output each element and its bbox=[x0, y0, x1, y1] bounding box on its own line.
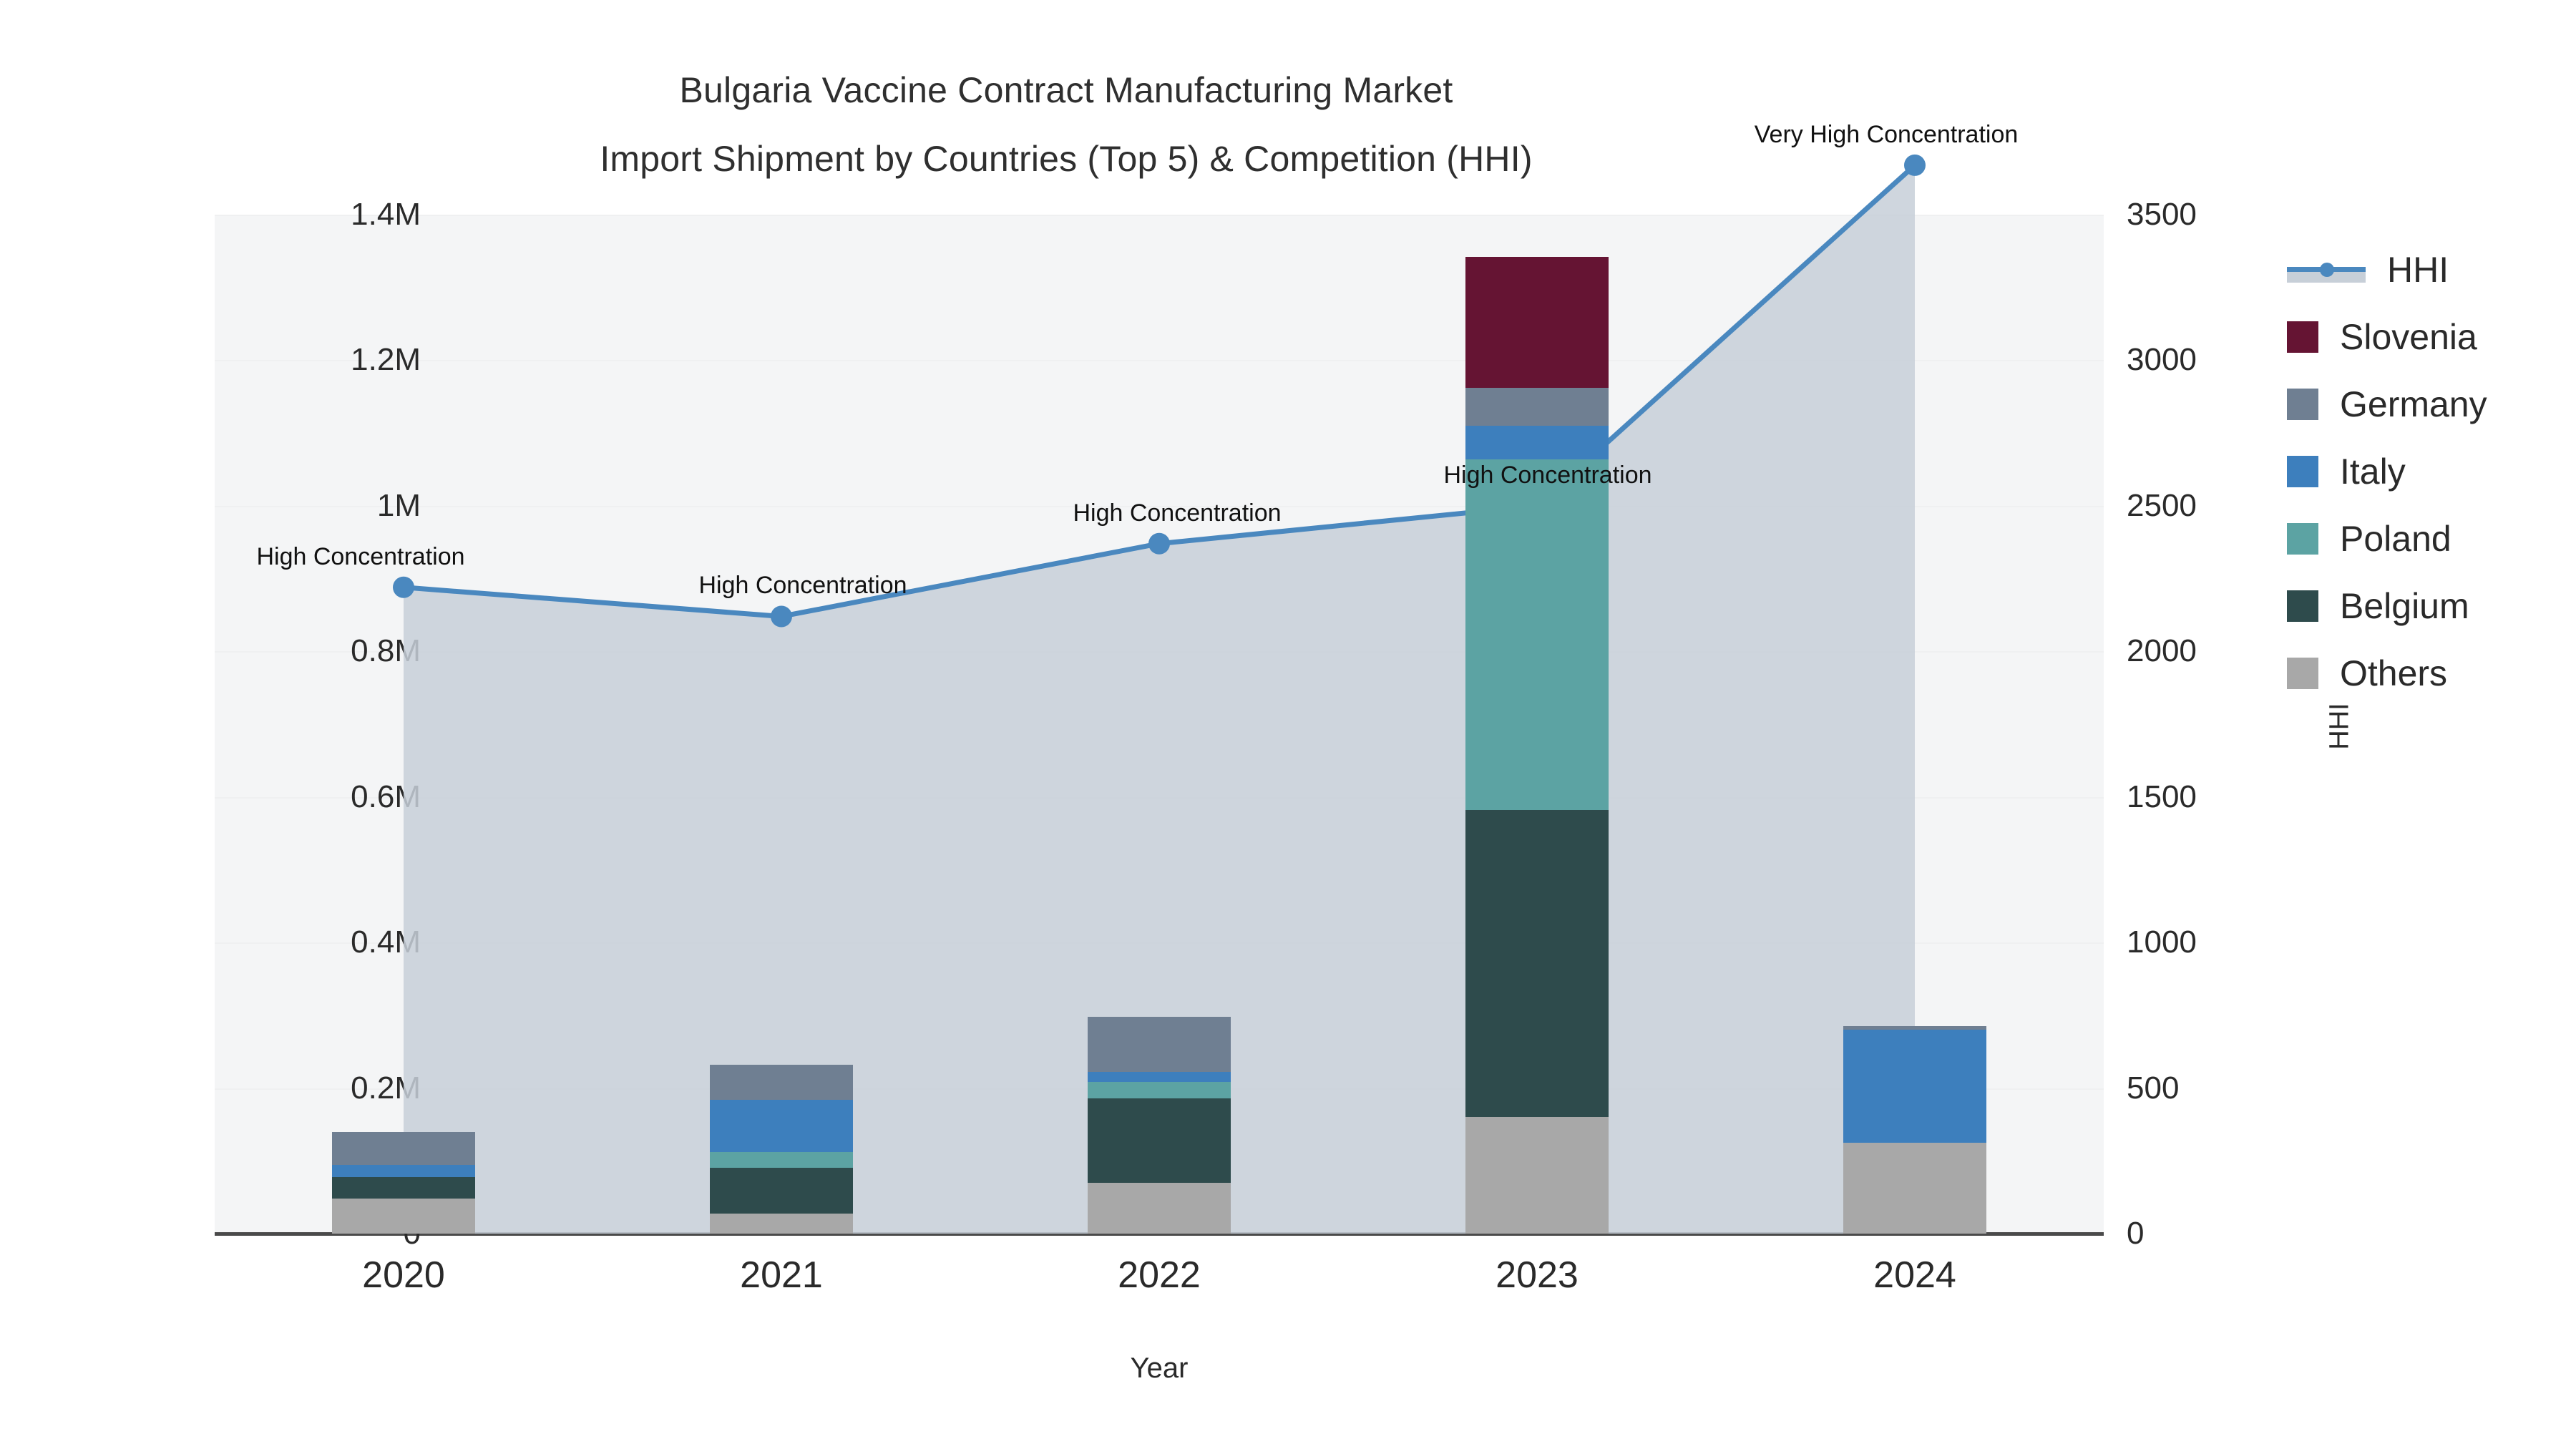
bar-segment-italy[interactable] bbox=[709, 1099, 854, 1153]
bar-segment-others[interactable] bbox=[1843, 1142, 1987, 1234]
y-axis-right-tick: 3000 bbox=[2127, 342, 2197, 378]
hhi-annotation-2021: High Concentration bbox=[698, 572, 907, 600]
legend-item-poland[interactable]: Poland bbox=[2287, 505, 2487, 572]
legend-label: Slovenia bbox=[2340, 317, 2477, 357]
chart-legend: HHI Slovenia Germany Italy Poland Belgium Othe… bbox=[2287, 236, 2487, 707]
chart-title: Bulgaria Vaccine Contract Manufacturing … bbox=[0, 56, 2132, 193]
legend-swatch-germany bbox=[2287, 389, 2318, 420]
y-axis-right-tick: 2500 bbox=[2127, 487, 2197, 523]
bar-group-2021[interactable] bbox=[709, 215, 854, 1234]
bar-group-2024[interactable] bbox=[1843, 215, 1987, 1234]
legend-swatch-poland bbox=[2287, 523, 2318, 555]
y-axis-right-tick: 0 bbox=[2127, 1216, 2145, 1251]
bar-segment-others[interactable] bbox=[1087, 1182, 1231, 1234]
bar-segment-germany[interactable] bbox=[1087, 1016, 1231, 1073]
y-axis-right-tick: 1500 bbox=[2127, 779, 2197, 814]
bar-segment-belgium[interactable] bbox=[1465, 810, 1609, 1118]
legend-label: Poland bbox=[2340, 519, 2451, 559]
legend-item-hhi[interactable]: HHI bbox=[2287, 236, 2487, 303]
legend-line-marker bbox=[2287, 254, 2366, 286]
bar-segment-germany[interactable] bbox=[1843, 1026, 1987, 1030]
bar-segment-belgium[interactable] bbox=[1087, 1098, 1231, 1183]
bar-segment-germany[interactable] bbox=[709, 1065, 854, 1100]
legend-label: Belgium bbox=[2340, 586, 2469, 626]
bar-segment-belgium[interactable] bbox=[331, 1176, 476, 1199]
bar-segment-poland[interactable] bbox=[1465, 459, 1609, 810]
bar-segment-germany[interactable] bbox=[1465, 388, 1609, 426]
chart-title-line-1: Bulgaria Vaccine Contract Manufacturing … bbox=[679, 70, 1453, 110]
x-axis-tick: 2022 bbox=[1118, 1254, 1201, 1296]
bar-segment-italy[interactable] bbox=[331, 1165, 476, 1177]
legend-label: HHI bbox=[2387, 250, 2449, 290]
legend-swatch-slovenia bbox=[2287, 321, 2318, 353]
y-axis-right-tick: 500 bbox=[2127, 1070, 2180, 1106]
hhi-annotation-2024: Very High Concentration bbox=[1754, 120, 2019, 148]
y-axis-right-tick: 2000 bbox=[2127, 633, 2197, 669]
x-axis-title: Year bbox=[1130, 1352, 1189, 1384]
bar-segment-italy[interactable] bbox=[1087, 1072, 1231, 1083]
legend-item-others[interactable]: Others bbox=[2287, 640, 2487, 707]
bar-segment-others[interactable] bbox=[709, 1213, 854, 1234]
y-axis-right-title: HHI bbox=[2324, 703, 2355, 750]
legend-swatch-others bbox=[2287, 658, 2318, 689]
legend-item-germany[interactable]: Germany bbox=[2287, 371, 2487, 438]
hhi-annotation-2022: High Concentration bbox=[1073, 499, 1282, 527]
bar-group-2022[interactable] bbox=[1087, 215, 1231, 1234]
y-axis-right-tick: 1000 bbox=[2127, 924, 2197, 960]
bar-group-2023[interactable] bbox=[1465, 215, 1609, 1234]
x-axis-tick: 2021 bbox=[740, 1254, 823, 1296]
bar-group-2020[interactable] bbox=[331, 215, 476, 1234]
hhi-annotation-2020: High Concentration bbox=[256, 542, 465, 570]
legend-swatch-belgium bbox=[2287, 590, 2318, 622]
x-axis-tick: 2024 bbox=[1873, 1254, 1956, 1296]
legend-item-slovenia[interactable]: Slovenia bbox=[2287, 303, 2487, 371]
bar-segment-others[interactable] bbox=[331, 1199, 476, 1234]
legend-label: Others bbox=[2340, 653, 2448, 693]
legend-label: Italy bbox=[2340, 452, 2406, 492]
legend-label: Germany bbox=[2340, 384, 2487, 424]
y-axis-right-tick: 3500 bbox=[2127, 197, 2197, 232]
bar-segment-belgium[interactable] bbox=[709, 1168, 854, 1214]
x-axis-line bbox=[215, 1232, 2104, 1236]
bar-segment-poland[interactable] bbox=[1087, 1082, 1231, 1098]
x-axis-tick: 2023 bbox=[1496, 1254, 1579, 1296]
legend-item-italy[interactable]: Italy bbox=[2287, 438, 2487, 505]
legend-item-belgium[interactable]: Belgium bbox=[2287, 572, 2487, 640]
bar-segment-italy[interactable] bbox=[1843, 1030, 1987, 1143]
bar-segment-italy[interactable] bbox=[1465, 425, 1609, 459]
bar-segment-others[interactable] bbox=[1465, 1117, 1609, 1234]
hhi-annotation-2023: High Concentration bbox=[1443, 461, 1652, 489]
bar-segment-poland[interactable] bbox=[709, 1152, 854, 1169]
legend-swatch-italy bbox=[2287, 456, 2318, 487]
x-axis-tick: 2020 bbox=[362, 1254, 445, 1296]
bar-segment-slovenia[interactable] bbox=[1465, 256, 1609, 389]
bar-segment-germany[interactable] bbox=[331, 1131, 476, 1166]
